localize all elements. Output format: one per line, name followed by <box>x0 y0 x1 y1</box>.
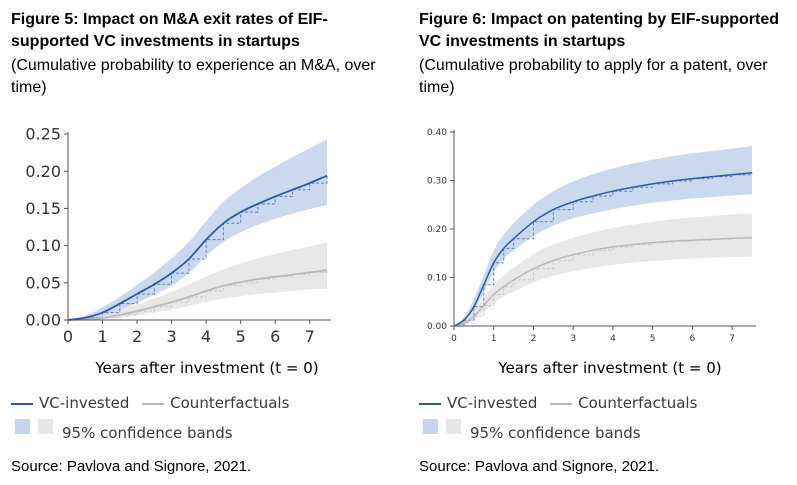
x-tick-label: 0 <box>451 334 457 344</box>
vc-line <box>453 171 753 327</box>
y-tick-label: 0.20 <box>427 225 447 235</box>
vc-line <box>67 174 328 321</box>
y-tick-label: 0.10 <box>427 274 447 284</box>
vc-step-line <box>68 175 328 321</box>
legend-vc-label: VC-invested <box>39 394 130 412</box>
y-tick-label: 0.30 <box>427 177 447 187</box>
legend-vc-swatch <box>419 402 441 405</box>
counterfactual-line <box>453 236 753 327</box>
legend-band-label: 95% confidence bands <box>470 424 641 442</box>
chart-figure-5: 0.00 0.05 0.10 0.15 0.20 0.25 0 1 2 3 4 5 6 7 Years af… <box>25 125 331 377</box>
x-tick-label: 3 <box>167 327 177 346</box>
legend-vc-label: VC-invested <box>447 394 538 412</box>
y-tick-label: 0.10 <box>25 236 61 255</box>
legend-lines: VC-invested Counterfactuals <box>11 394 289 412</box>
x-tick-label: 7 <box>729 334 735 344</box>
x-tick-label: 2 <box>531 334 537 344</box>
x-axis-label: Years after investment (t = 0) <box>94 359 318 377</box>
x-tick-label: 1 <box>97 327 107 346</box>
counterfactual-confidence-band <box>68 242 327 321</box>
source-note: Source: Pavlova and Signore, 2021. <box>419 458 660 475</box>
y-tick-label: 0.00 <box>427 322 447 332</box>
chart-figure-6: 0.00 0.10 0.20 0.30 0.40 0 1 2 3 4 5 6 7 Years after … <box>427 128 756 377</box>
vc-confidence-band <box>454 146 752 326</box>
counterfactual-step-line <box>68 270 328 321</box>
x-tick-label: 2 <box>132 327 142 346</box>
y-tick-label: 0.05 <box>25 273 61 292</box>
figure-title: Figure 6: Impact on patenting by EIF-sup… <box>419 11 780 50</box>
legend-band-label: 95% confidence bands <box>62 424 233 442</box>
figure-subtitle: (Cumulative probability to apply for a p… <box>419 57 768 96</box>
vc-confidence-band <box>68 139 327 320</box>
y-tick-label: 0.40 <box>427 128 447 138</box>
figure-5-panel: Figure 5: Impact on M&A exit rates of EI… <box>0 0 398 485</box>
x-tick-label: 5 <box>650 334 656 344</box>
x-tick-label: 0 <box>63 327 73 346</box>
x-axis-label: Years after investment (t = 0) <box>497 359 721 377</box>
counterfactual-line <box>67 269 328 321</box>
y-tick-label: 0.25 <box>25 125 61 144</box>
x-tick-label: 4 <box>610 334 616 344</box>
figure-title: Figure 5: Impact on M&A exit rates of EI… <box>11 11 328 50</box>
legend-cf-swatch <box>142 402 165 405</box>
x-tick-label: 1 <box>491 334 497 344</box>
legend-lines: VC-invested Counterfactuals <box>419 394 697 412</box>
figure-6-panel: Figure 6: Impact on patenting by EIF-sup… <box>410 0 797 485</box>
legend-cf-label: Counterfactuals <box>170 394 290 412</box>
x-tick-label: 6 <box>270 327 280 346</box>
y-tick-label: 0.15 <box>25 199 61 218</box>
legend-cf-band-swatch <box>38 419 53 434</box>
legend-cf-swatch <box>550 402 573 405</box>
x-tick-label: 5 <box>236 327 246 346</box>
figure-subtitle: (Cumulative probability to experience an… <box>11 57 376 96</box>
legend-vc-swatch <box>11 402 33 405</box>
y-tick-label: 0.20 <box>25 162 61 181</box>
counterfactual-confidence-band <box>454 213 752 326</box>
x-tick-label: 7 <box>305 327 315 346</box>
y-tick-label: 0.00 <box>25 311 61 330</box>
legend-cf-band-swatch <box>446 419 461 434</box>
source-note: Source: Pavlova and Signore, 2021. <box>11 458 252 475</box>
legend-cf-label: Counterfactuals <box>578 394 698 412</box>
x-tick-label: 4 <box>201 327 211 346</box>
x-tick-label: 6 <box>690 334 696 344</box>
legend-vc-band-swatch <box>423 419 438 434</box>
legend-vc-band-swatch <box>15 419 30 434</box>
x-tick-label: 3 <box>570 334 576 344</box>
